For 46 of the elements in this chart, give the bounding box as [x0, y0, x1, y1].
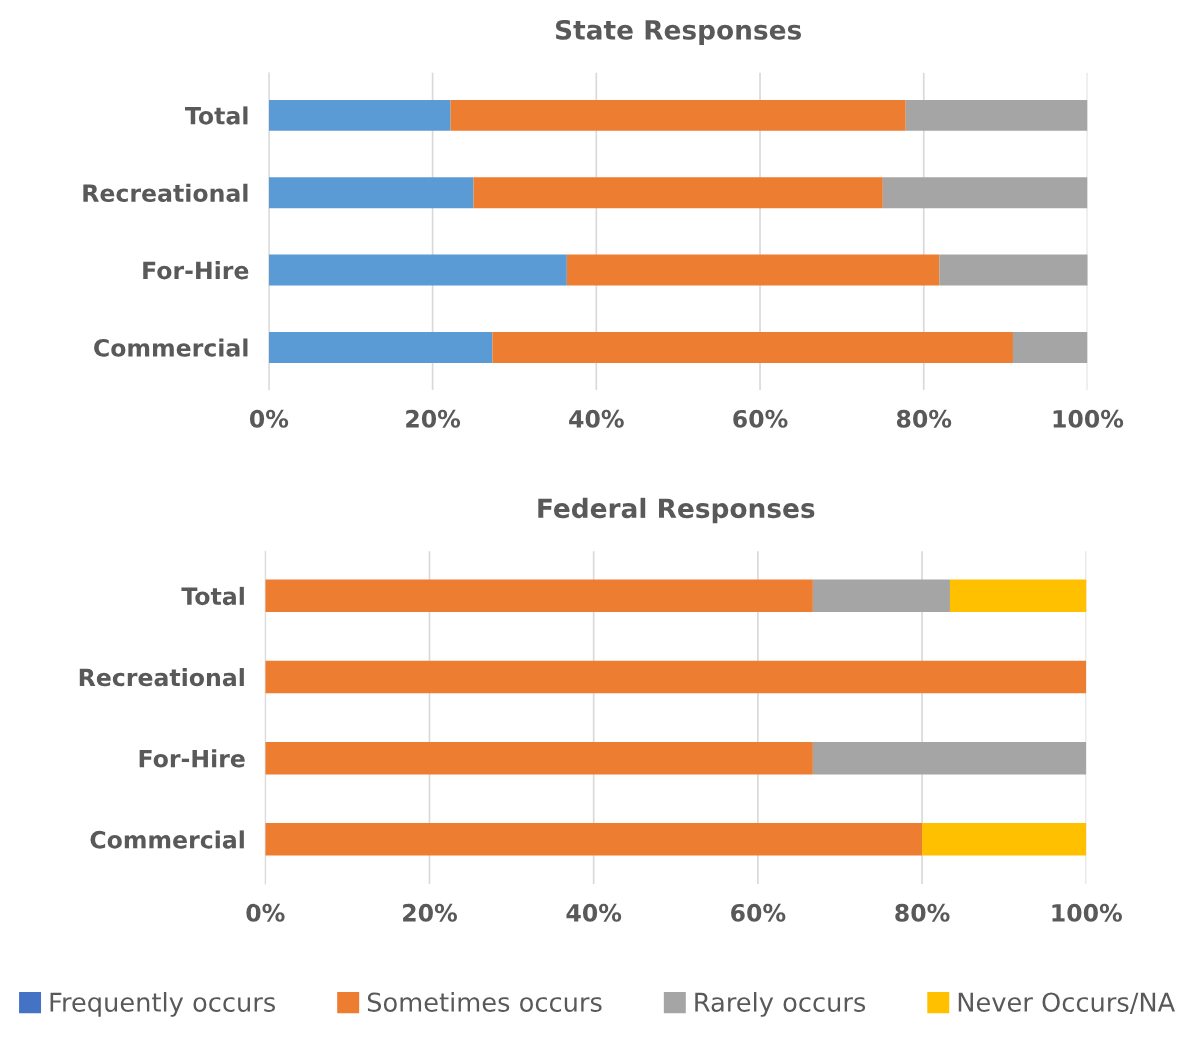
bar	[949, 579, 1087, 613]
y-tick-label: Commercial	[94, 338, 248, 357]
bar	[268, 99, 451, 131]
y-tick-label: Recreational	[83, 183, 248, 203]
chart-title: State Responses	[555, 19, 801, 45]
legend-label: Sometimes occurs	[367, 992, 602, 1012]
y-tick-label: Total	[185, 106, 248, 125]
bar	[566, 254, 940, 286]
bar	[473, 177, 883, 209]
bar	[268, 331, 493, 363]
x-tick-label: 20%	[406, 409, 461, 428]
y-tick-label: For-Hire	[143, 261, 249, 280]
bar	[268, 177, 474, 209]
x-tick-label: 0%	[249, 409, 289, 428]
bar	[905, 99, 1088, 131]
y-tick-label: Total	[181, 586, 244, 606]
bar	[265, 660, 1087, 694]
bar	[812, 741, 1087, 775]
y-tick-label: Recreational	[79, 668, 244, 687]
bar	[268, 254, 567, 286]
y-tick-label: Commercial	[90, 830, 244, 849]
bar	[265, 579, 813, 613]
legend-label: Frequently occurs	[50, 992, 275, 1017]
bar	[922, 823, 1087, 856]
bar	[939, 254, 1088, 286]
x-tick-label: 40%	[566, 903, 622, 922]
x-tick-label: 80%	[895, 903, 950, 922]
legend-label: Never Occurs/NA	[958, 992, 1175, 1014]
x-tick-label: 60%	[733, 409, 788, 428]
bar	[265, 741, 813, 775]
bar	[492, 331, 1013, 363]
chart-title: Federal Responses	[538, 497, 815, 524]
y-tick-label: For-Hire	[139, 749, 245, 768]
bar	[1012, 331, 1088, 363]
legend-label: Rarely occurs	[695, 992, 866, 1017]
x-tick-label: 100%	[1053, 409, 1124, 428]
x-tick-label: 40%	[569, 409, 624, 428]
x-tick-label: 20%	[403, 903, 457, 922]
x-tick-label: 0%	[246, 903, 285, 922]
x-tick-label: 100%	[1052, 903, 1122, 922]
bar	[812, 579, 950, 613]
bar	[450, 99, 906, 131]
bar	[265, 823, 923, 856]
bar	[882, 177, 1088, 209]
x-tick-label: 60%	[731, 903, 786, 922]
x-tick-label: 80%	[896, 409, 952, 428]
